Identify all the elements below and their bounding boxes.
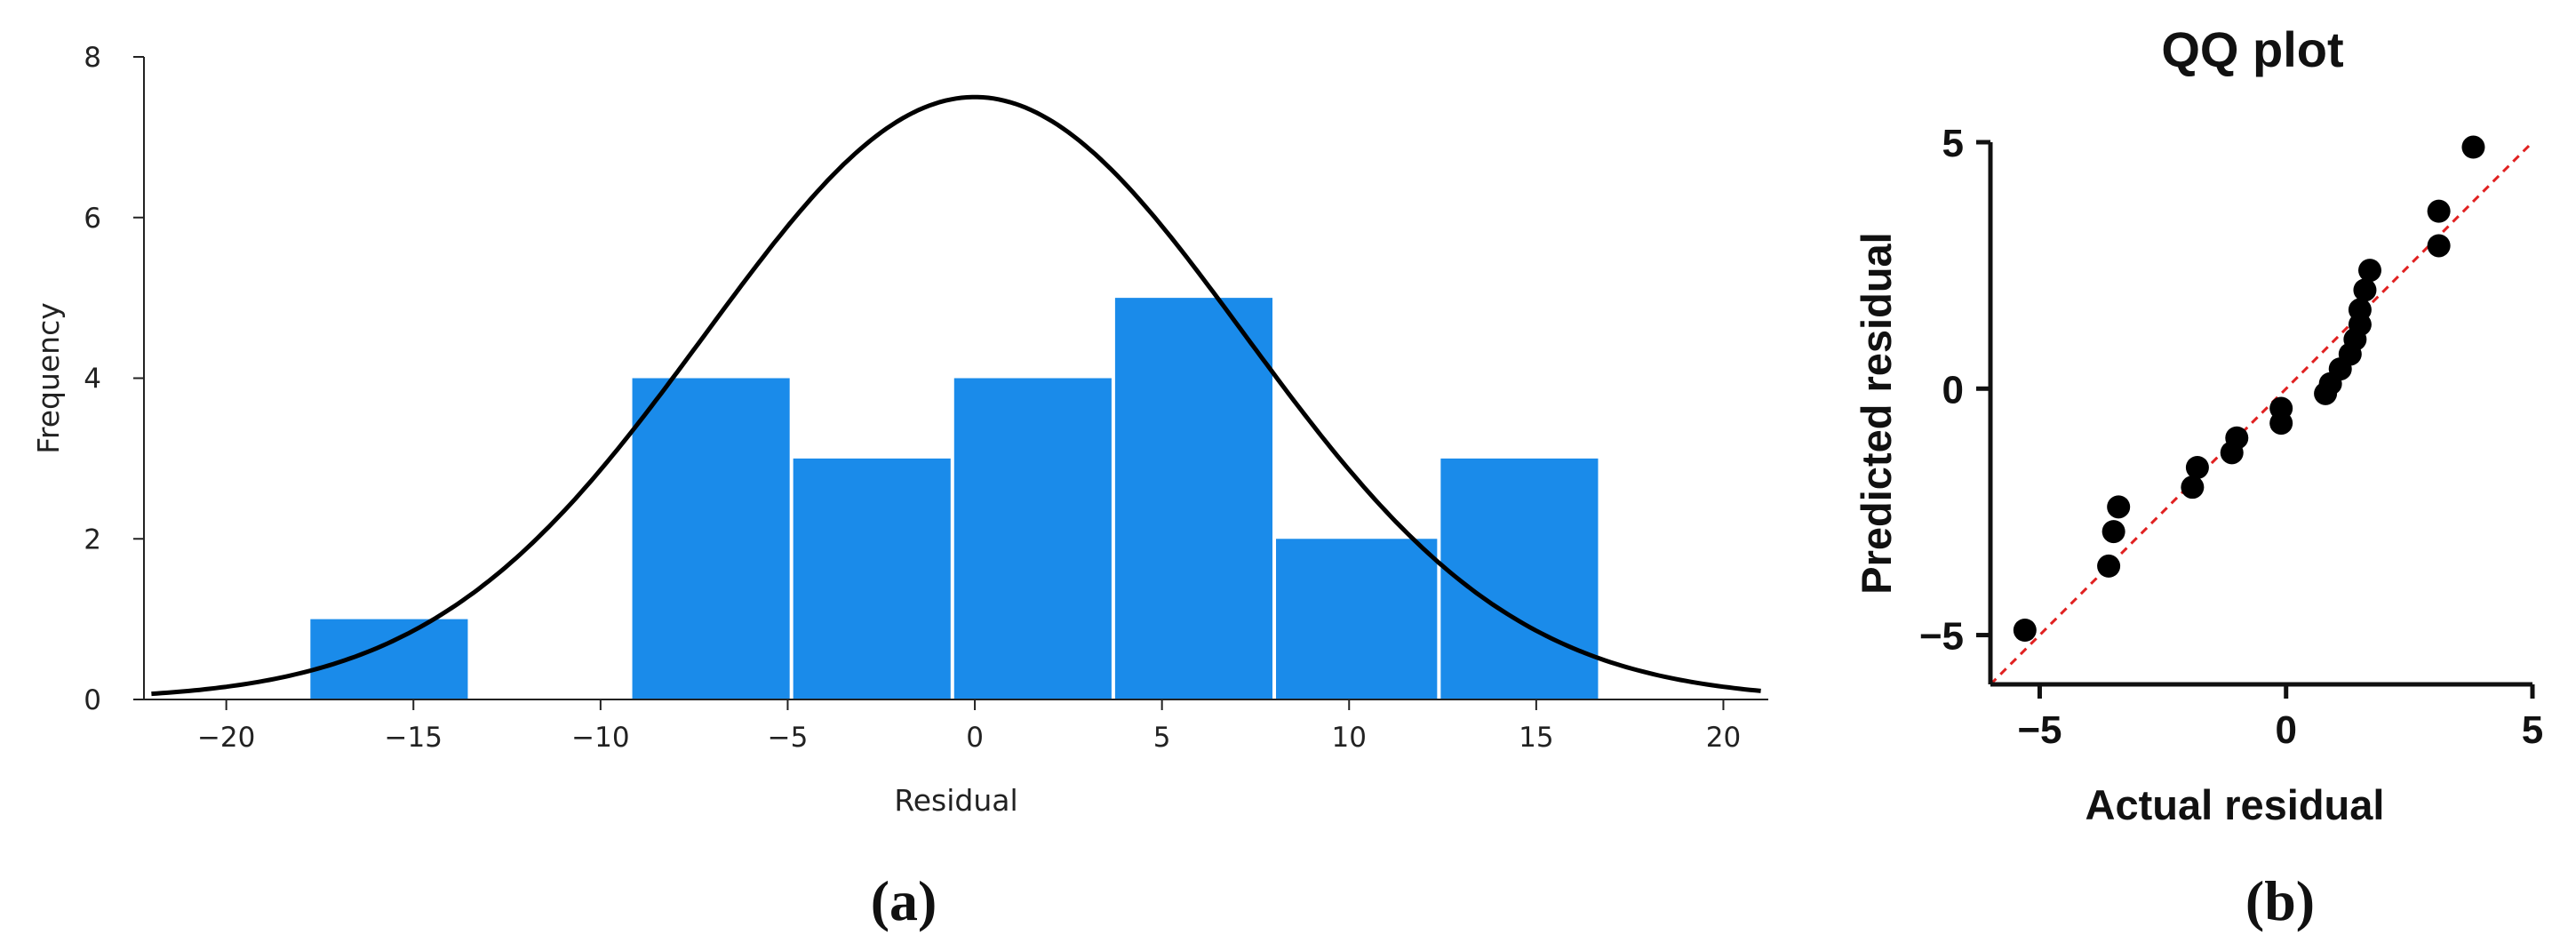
x-tick-label: 10 <box>1332 722 1367 754</box>
x-tick-label: −10 <box>571 722 629 754</box>
qq-point <box>2181 476 2205 499</box>
histogram-bar <box>1440 458 1599 699</box>
x-tick-label: 5 <box>2522 708 2543 752</box>
histogram-bar <box>793 458 951 699</box>
qq-point <box>2427 199 2451 223</box>
x-tick-label: 20 <box>1706 722 1741 754</box>
y-axis-title: Frequency <box>31 302 66 453</box>
x-axis-title: Actual residual <box>2086 781 2385 828</box>
x-tick-label: 0 <box>2275 708 2296 752</box>
panel-label-b: (b) <box>2245 869 2315 932</box>
histogram-bar <box>632 378 790 699</box>
x-tick-label: −20 <box>197 722 255 754</box>
y-tick-label: −5 <box>1919 615 1964 659</box>
histogram-bar <box>1114 298 1273 699</box>
y-tick-label: 6 <box>84 203 101 235</box>
histogram-bar <box>953 378 1112 699</box>
x-tick-label: 0 <box>966 722 984 754</box>
y-tick-label: 4 <box>84 364 101 396</box>
y-tick-label: 0 <box>84 684 101 716</box>
qq-point <box>2353 278 2377 302</box>
qq-point <box>2427 234 2451 258</box>
histogram-bar <box>310 619 468 699</box>
qq-point <box>2107 495 2131 519</box>
qq-point <box>2358 259 2381 283</box>
qq-plot-chart: −5 0 5 −5 0 5 QQ plot Actual residual Predicted … <box>1853 21 2543 828</box>
qq-point <box>2097 554 2121 578</box>
qq-point <box>2013 619 2037 642</box>
reference-line <box>1989 140 2534 686</box>
qq-point <box>2185 456 2209 479</box>
normal-curve <box>151 94 1761 697</box>
qq-point <box>2348 298 2372 322</box>
qq-point <box>2461 135 2485 159</box>
x-tick-label: 5 <box>1153 722 1171 754</box>
histogram-bar <box>1276 539 1438 699</box>
x-tick-label: 15 <box>1519 722 1553 754</box>
x-tick-label: −15 <box>385 722 443 754</box>
qq-point <box>2101 520 2125 544</box>
y-axis-title: Predicted residual <box>1853 232 1900 595</box>
y-tick-label: 8 <box>84 42 101 74</box>
x-axis-title: Residual <box>894 783 1017 818</box>
y-tick-label: 5 <box>1942 122 1964 165</box>
histogram-chart: 0 2 4 6 8 −20 −15 −10 −5 0 5 10 15 20 Residual Frequenc… <box>31 42 1768 818</box>
x-tick-label: −5 <box>2017 708 2062 752</box>
y-tick-label: 0 <box>1942 368 1964 412</box>
y-tick-label: 2 <box>84 523 101 555</box>
x-tick-label: −5 <box>768 722 809 754</box>
panel-label-a: (a) <box>871 869 937 932</box>
qq-point <box>2225 426 2249 450</box>
qq-point <box>2269 396 2293 420</box>
chart-title: QQ plot <box>2161 21 2343 77</box>
